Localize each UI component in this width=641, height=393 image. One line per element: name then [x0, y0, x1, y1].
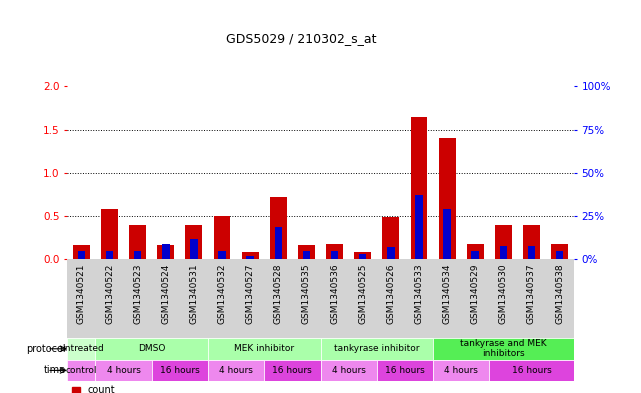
Text: GSM1340522: GSM1340522: [105, 263, 114, 324]
Text: MEK inhibitor: MEK inhibitor: [234, 344, 294, 353]
Bar: [246, 256, 254, 259]
Text: 16 hours: 16 hours: [512, 366, 551, 375]
Bar: [298, 245, 315, 259]
Text: GSM1340524: GSM1340524: [162, 263, 171, 324]
Bar: [528, 246, 535, 259]
Bar: [467, 244, 484, 259]
Bar: [106, 251, 113, 259]
Bar: [387, 247, 395, 259]
Text: GSM1340527: GSM1340527: [246, 263, 254, 324]
Text: GSM1340528: GSM1340528: [274, 263, 283, 324]
Bar: [96, 338, 208, 360]
Text: protocol: protocol: [26, 344, 66, 354]
Bar: [444, 209, 451, 259]
Bar: [129, 225, 146, 259]
Legend: count, percentile rank within the sample: count, percentile rank within the sample: [72, 386, 253, 393]
Text: tankyrase and MEK
inhibitors: tankyrase and MEK inhibitors: [460, 339, 547, 358]
Bar: [303, 251, 310, 259]
Bar: [320, 338, 433, 360]
Bar: [101, 209, 118, 259]
Bar: [264, 360, 320, 381]
Text: 4 hours: 4 hours: [331, 366, 365, 375]
Bar: [489, 360, 574, 381]
Bar: [185, 225, 203, 259]
Bar: [499, 246, 507, 259]
Bar: [495, 225, 512, 259]
Text: GSM1340535: GSM1340535: [302, 263, 311, 324]
Bar: [270, 197, 287, 259]
Bar: [208, 338, 320, 360]
Bar: [320, 360, 377, 381]
Bar: [78, 251, 85, 259]
Bar: [331, 251, 338, 259]
Text: 4 hours: 4 hours: [219, 366, 253, 375]
Bar: [274, 226, 282, 259]
Text: GSM1340538: GSM1340538: [555, 263, 564, 324]
Text: untreated: untreated: [59, 344, 104, 353]
Text: GSM1340536: GSM1340536: [330, 263, 339, 324]
Bar: [326, 244, 343, 259]
Bar: [410, 117, 428, 259]
Text: time: time: [44, 365, 66, 375]
Text: DMSO: DMSO: [138, 344, 165, 353]
Text: 4 hours: 4 hours: [444, 366, 478, 375]
Bar: [359, 254, 367, 259]
Bar: [152, 360, 208, 381]
Text: GSM1340521: GSM1340521: [77, 263, 86, 324]
Bar: [96, 360, 152, 381]
Bar: [551, 244, 568, 259]
Text: GSM1340532: GSM1340532: [217, 263, 226, 324]
Text: GSM1340537: GSM1340537: [527, 263, 536, 324]
Bar: [433, 338, 574, 360]
Bar: [242, 252, 258, 259]
Bar: [556, 251, 563, 259]
Bar: [134, 251, 142, 259]
Bar: [218, 251, 226, 259]
Bar: [190, 239, 197, 259]
Text: GSM1340526: GSM1340526: [387, 263, 395, 324]
Text: 16 hours: 16 hours: [272, 366, 312, 375]
Text: tankyrase inhibitor: tankyrase inhibitor: [334, 344, 419, 353]
Bar: [471, 251, 479, 259]
Bar: [438, 138, 456, 259]
Text: GSM1340534: GSM1340534: [442, 263, 452, 324]
Text: GSM1340533: GSM1340533: [415, 263, 424, 324]
Text: 16 hours: 16 hours: [385, 366, 425, 375]
Bar: [213, 216, 231, 259]
Bar: [415, 195, 423, 259]
Bar: [157, 245, 174, 259]
Bar: [73, 245, 90, 259]
Text: GSM1340523: GSM1340523: [133, 263, 142, 324]
Bar: [354, 252, 371, 259]
Text: GDS5029 / 210302_s_at: GDS5029 / 210302_s_at: [226, 32, 376, 45]
Text: control: control: [65, 366, 97, 375]
Bar: [433, 360, 489, 381]
Bar: [523, 225, 540, 259]
Bar: [383, 217, 399, 259]
Bar: [208, 360, 264, 381]
Bar: [67, 338, 96, 360]
Text: GSM1340525: GSM1340525: [358, 263, 367, 324]
Text: GSM1340531: GSM1340531: [189, 263, 199, 324]
Text: 4 hours: 4 hours: [106, 366, 140, 375]
Text: GSM1340530: GSM1340530: [499, 263, 508, 324]
Bar: [67, 360, 96, 381]
Bar: [162, 244, 170, 259]
Text: GSM1340529: GSM1340529: [470, 263, 479, 324]
Text: 16 hours: 16 hours: [160, 366, 200, 375]
Bar: [377, 360, 433, 381]
